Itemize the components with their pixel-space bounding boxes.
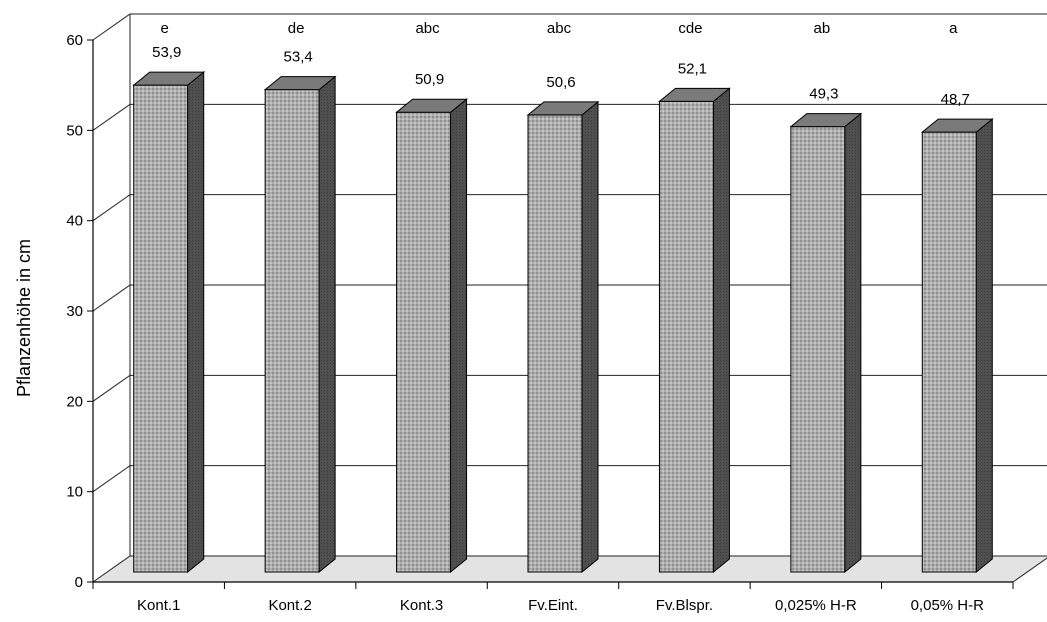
gridline-depth	[92, 194, 131, 222]
significance-letter: de	[288, 20, 305, 37]
data-label: 49,3	[809, 86, 838, 103]
bar-side	[581, 100, 599, 574]
bar-front	[658, 100, 714, 573]
significance-letter: ab	[814, 20, 831, 37]
bar-side	[712, 87, 730, 574]
gridline-depth	[92, 465, 131, 493]
data-label: 48,7	[941, 91, 970, 108]
bar-side	[975, 118, 993, 574]
significance-letter: a	[949, 20, 958, 37]
y-tick-label: 60	[66, 32, 83, 49]
y-axis-label: Pflanzenhöhe in cm	[14, 239, 34, 397]
x-tick-label: Kont.1	[137, 597, 180, 614]
bar-front	[133, 84, 189, 573]
y-tick-label: 50	[66, 122, 83, 139]
data-label: 50,6	[546, 74, 575, 91]
data-label: 50,9	[415, 71, 444, 88]
x-tick-label: Kont.2	[268, 597, 311, 614]
x-tick-label: Kont.3	[400, 597, 443, 614]
y-tick-label: 40	[66, 213, 83, 230]
bar-front	[264, 89, 320, 573]
bar-side	[318, 75, 336, 574]
y-tick-label: 20	[66, 393, 83, 410]
gridline-depth	[92, 13, 131, 41]
y-tick-label: 10	[66, 484, 83, 501]
significance-letter: e	[161, 20, 169, 37]
bar-top	[132, 71, 206, 86]
bar-side	[187, 71, 205, 574]
bar-top	[395, 98, 468, 113]
gridline-depth	[92, 284, 131, 312]
y-tick-label: 30	[66, 303, 83, 320]
significance-letter: abc	[415, 20, 440, 37]
bar-side	[844, 112, 862, 574]
x-tick-label: 0,05% H-R	[911, 597, 985, 614]
bar-top	[526, 101, 600, 116]
bar-top	[658, 87, 731, 102]
bar-top	[920, 118, 994, 133]
bar-front	[396, 111, 452, 573]
y-tick-label: 0	[75, 574, 83, 591]
bar-front	[790, 126, 846, 573]
significance-letter: cde	[678, 20, 702, 37]
bar-front	[921, 131, 977, 573]
x-tick-label: Fv.Blspr.	[656, 597, 713, 614]
bar-side	[450, 98, 468, 574]
bar-top	[263, 76, 337, 91]
bar-top	[789, 113, 863, 128]
significance-letter: abc	[547, 20, 572, 37]
gridline-depth	[92, 103, 131, 131]
x-tick-label: 0,025% H-R	[775, 597, 857, 614]
bar-front	[527, 114, 583, 573]
x-tick-label: Fv.Eint.	[528, 597, 578, 614]
data-label: 52,1	[678, 60, 707, 77]
data-label: 53,4	[284, 49, 313, 66]
data-label: 53,9	[152, 44, 181, 61]
gridline-depth	[92, 374, 131, 402]
